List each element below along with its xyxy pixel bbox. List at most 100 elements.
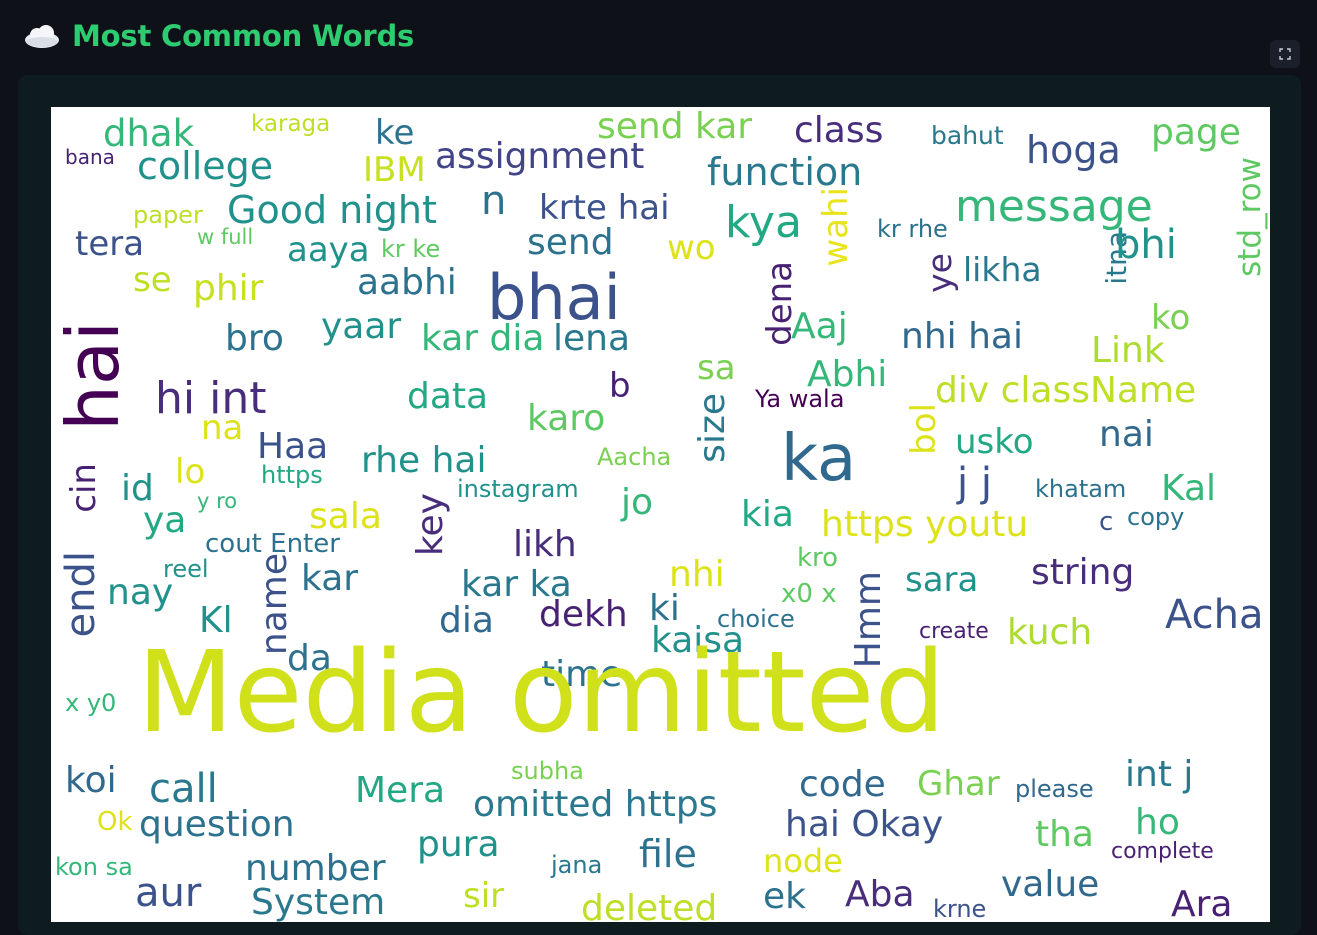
word-cloud-word: Ok (97, 807, 133, 837)
word-cloud-word: time (541, 654, 623, 695)
word-cloud-word: Ya wala (755, 385, 845, 413)
word-cloud-word: Media omitted (137, 628, 946, 758)
word-cloud-word: Ara (1171, 884, 1233, 923)
word-cloud-word: Mera (355, 770, 446, 811)
word-cloud-word: reel (163, 555, 209, 583)
word-cloud-word: kr ke (381, 235, 441, 263)
word-cloud-word: paper (133, 201, 203, 229)
word-cloud-word: ya (143, 500, 187, 541)
word-cloud-word: bhai (487, 261, 621, 334)
word-cloud-word: data (407, 376, 489, 417)
word-cloud-word: krte hai (539, 188, 670, 228)
word-cloud-word: assignment (435, 136, 645, 177)
word-cloud-word: Abhi (807, 354, 888, 395)
word-cloud-word: call (149, 766, 218, 812)
word-cloud-word: div className (935, 370, 1197, 411)
word-cloud-word: sir (463, 876, 505, 916)
word-cloud-word: lo (175, 452, 206, 492)
word-cloud-word: likha (963, 250, 1042, 289)
word-cloud-word: bol (904, 403, 944, 455)
word-cloud-word: complete (1111, 839, 1214, 864)
page-title: Most Common Words (72, 19, 415, 53)
word-cloud-word: create (919, 619, 989, 644)
word-cloud-word: nay (107, 572, 174, 613)
word-cloud-word: aur (135, 870, 202, 916)
word-cloud-word: yaar (321, 306, 402, 347)
word-cloud-word: string (1031, 552, 1135, 593)
word-cloud-word: kia (741, 494, 794, 535)
word-cloud-word: c (1099, 507, 1114, 537)
word-cloud-word: rhe hai (361, 440, 487, 481)
word-cloud-word: kon sa (55, 853, 133, 881)
word-cloud-word: koi (65, 760, 117, 801)
word-cloud-word: Good night (227, 188, 437, 232)
word-cloud-word: instagram (457, 475, 579, 503)
cloud-icon (25, 25, 59, 48)
word-cloud-word: message (955, 181, 1153, 232)
word-cloud-word: send (527, 222, 614, 263)
word-cloud-word: cout Enter (205, 529, 340, 559)
word-cloud-word: https youtu (821, 504, 1029, 545)
word-cloud-word: choice (717, 605, 795, 633)
word-cloud-word: tha (1035, 814, 1094, 855)
word-cloud-word: na (201, 408, 244, 448)
word-cloud-word: kaisa (651, 620, 745, 661)
word-cloud-word: function (707, 150, 863, 194)
word-cloud-word: nhi hai (901, 316, 1023, 357)
word-cloud-word: number (245, 848, 386, 889)
word-cloud-word: kro (797, 543, 839, 573)
word-cloud-word: krne (933, 895, 987, 922)
word-cloud-word: node (763, 842, 843, 880)
word-cloud-word: Acha (1165, 592, 1264, 638)
word-cloud-word: std_row (1232, 157, 1268, 277)
word-cloud-word: ek (763, 876, 806, 917)
word-cloud-word: hoga (1026, 128, 1121, 172)
word-cloud-word: ke (375, 113, 415, 153)
word-cloud-word: Ghar (917, 764, 1000, 804)
word-cloud-word: hai (51, 321, 135, 431)
word-cloud-word: y ro (197, 489, 238, 513)
word-cloud-word: dia (439, 600, 494, 641)
word-cloud-word: copy (1127, 503, 1185, 531)
word-cloud-word: question (139, 804, 295, 845)
word-cloud-word: ka (781, 422, 857, 496)
word-cloud-word: Link (1091, 330, 1165, 371)
word-cloud-word: w full (197, 225, 254, 249)
word-cloud-word: Aaj (791, 306, 848, 347)
word-cloud-word: j j (957, 460, 992, 506)
word-cloud-word: karo (527, 398, 606, 439)
word-cloud-word: bahut (931, 121, 1004, 150)
word-cloud-word: likh (513, 524, 577, 565)
word-cloud-word: n (481, 178, 507, 224)
word-cloud-word: bhi (1115, 222, 1177, 268)
word-cloud-word: hai Okay (785, 804, 944, 845)
word-cloud-word: System (251, 882, 386, 922)
fullscreen-button[interactable] (1270, 40, 1300, 68)
word-cloud-word: deleted (581, 888, 718, 923)
word-cloud-word: dekh (539, 594, 628, 635)
word-cloud-word: Haa (257, 426, 329, 467)
word-cloud-word: endl (58, 551, 104, 638)
word-cloud-word: dhak (103, 112, 195, 155)
word-cloud-word: x0 x (781, 579, 837, 609)
word-cloud-word: bana (65, 145, 115, 169)
word-cloud-word: https (261, 461, 323, 489)
word-cloud-word: ki (649, 588, 680, 629)
word-cloud-word: ko (1151, 298, 1191, 338)
word-cloud-word: aaya (287, 230, 370, 270)
word-cloud-word: ho (1135, 802, 1180, 843)
word-cloud-image: dhak karaga ke send kar class bahut hoga page ba… (51, 107, 1270, 922)
header: Most Common Words (22, 14, 414, 58)
word-cloud-word: pura (417, 824, 500, 865)
word-cloud-word: size (692, 393, 733, 463)
word-cloud-word: code (799, 764, 886, 805)
word-cloud-word: cin (64, 463, 104, 513)
word-cloud-word: usko (955, 422, 1034, 462)
word-cloud-word: aabhi (357, 262, 457, 303)
word-cloud-word: kar ka (461, 564, 572, 605)
word-cloud-word: nai (1099, 414, 1154, 455)
word-cloud-word: sala (309, 496, 382, 537)
word-cloud-word: wo (667, 228, 716, 268)
word-cloud-word: Kl (199, 600, 233, 641)
word-cloud-word: class (794, 110, 884, 151)
